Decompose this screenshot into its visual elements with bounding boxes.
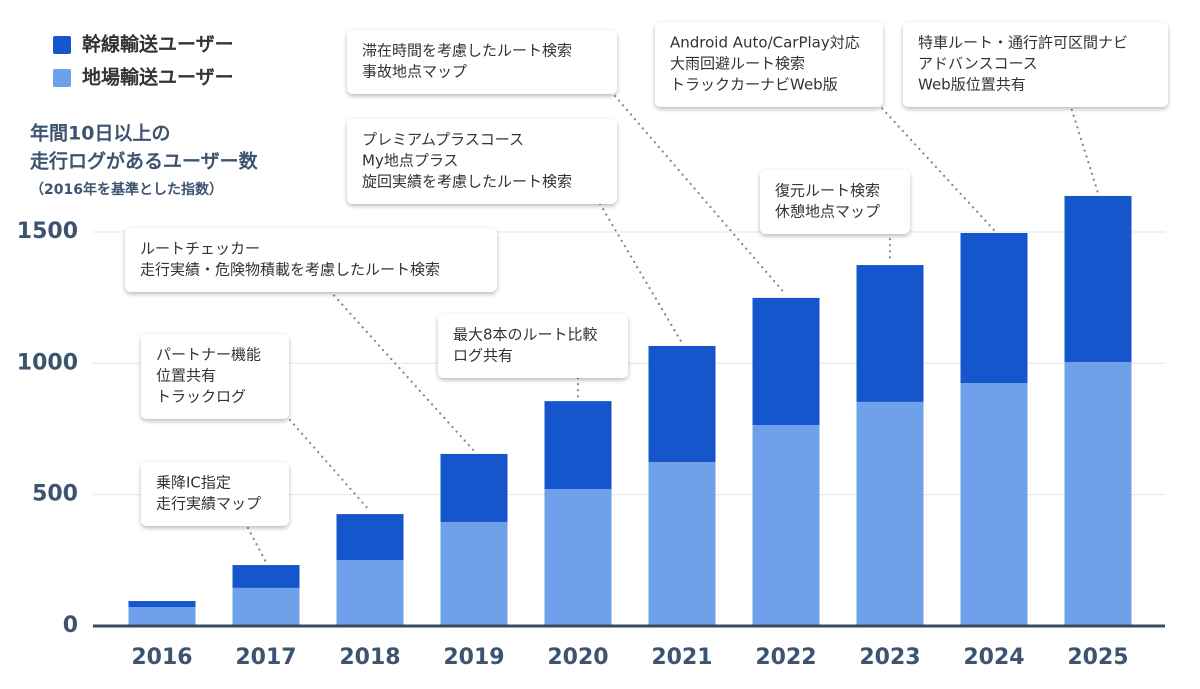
bar-segment <box>440 453 508 522</box>
annotation-box <box>347 30 617 94</box>
x-tick-label: 2025 <box>1067 645 1128 670</box>
bar-segment <box>544 489 612 626</box>
bar-segment <box>960 382 1028 626</box>
annotation-text: 旋回実績を考慮したルート検索 <box>362 173 572 191</box>
bar-segment <box>1064 361 1132 626</box>
annotation-text: 復元ルート検索 <box>775 182 880 200</box>
x-tick-label: 2024 <box>963 645 1024 670</box>
annotation-box <box>141 462 289 526</box>
x-tick-label: 2019 <box>443 645 504 670</box>
annotation-text: ログ共有 <box>453 347 513 365</box>
x-tick-label: 2023 <box>859 645 920 670</box>
annotation-box <box>655 22 883 107</box>
bar-segment <box>960 232 1028 383</box>
annotation-text: プレミアムプラスコース <box>362 131 524 149</box>
bar-segment <box>336 560 404 626</box>
bar-segment <box>752 297 820 426</box>
annotation-text: トラックログ <box>156 388 246 406</box>
annotation-text: 乗降IC指定 <box>156 474 231 492</box>
x-tick-label: 2018 <box>339 645 400 670</box>
annotation-leader <box>246 526 268 564</box>
legend-swatch <box>53 69 71 87</box>
annotation-leader <box>1068 102 1100 195</box>
annotation-leader <box>598 202 684 345</box>
x-tick-label: 2020 <box>547 645 608 670</box>
bar-segment <box>856 401 924 626</box>
annotation-box <box>903 22 1168 107</box>
annotation-box <box>347 119 617 204</box>
y-axis-label: 走行ログがあるユーザー数 <box>30 150 259 173</box>
bar-segment <box>648 462 716 626</box>
bar-segment <box>336 514 404 561</box>
y-tick-label: 0 <box>63 613 78 638</box>
y-axis-note: （2016年を基準とした指数） <box>30 181 223 198</box>
annotation-text: My地点プラス <box>362 152 459 170</box>
annotation-text: 大雨回避ルート検索 <box>670 55 805 73</box>
annotation-leader <box>288 418 372 513</box>
x-tick-label: 2022 <box>755 645 816 670</box>
y-axis-label: 年間10日以上の <box>30 122 170 145</box>
bar-segment <box>232 565 300 588</box>
annotation-text: 位置共有 <box>156 367 216 385</box>
annotation-box <box>141 334 289 419</box>
bar-segment <box>128 607 196 626</box>
annotation-text: パートナー機能 <box>156 346 261 364</box>
annotation-text: 走行実績マップ <box>156 495 261 513</box>
annotation-leader <box>876 102 996 232</box>
annotation-text: トラックカーナビWeb版 <box>670 76 838 94</box>
bar-segment <box>1064 195 1132 362</box>
annotation-box <box>438 314 628 378</box>
annotation-text: 最大8本のルート比較 <box>453 326 598 344</box>
annotation-text: Web版位置共有 <box>918 76 1026 94</box>
annotation-text: アドバンスコース <box>918 55 1038 73</box>
y-tick-label: 500 <box>32 482 78 507</box>
y-tick-label: 1000 <box>17 350 78 375</box>
y-tick-label: 1500 <box>17 219 78 244</box>
annotation-box <box>760 170 910 234</box>
bar-segment <box>232 587 300 626</box>
annotation-text: 滞在時間を考慮したルート検索 <box>362 42 572 60</box>
x-tick-label: 2016 <box>131 645 192 670</box>
legend-label: 地場輸送ユーザー <box>82 66 234 89</box>
legend-label: 幹線輸送ユーザー <box>82 33 234 56</box>
annotation-box <box>125 228 497 292</box>
x-tick-label: 2021 <box>651 645 712 670</box>
bar-segment <box>752 425 820 626</box>
annotation-text: 事故地点マップ <box>362 63 467 81</box>
bar-segment <box>648 345 716 463</box>
bar-segment <box>544 401 612 490</box>
annotation-text: 走行実績・危険物積載を考慮したルート検索 <box>140 261 440 279</box>
bar-segment <box>440 521 508 626</box>
annotation-leader <box>613 94 788 296</box>
bar-segment <box>128 601 196 608</box>
annotation-text: ルートチェッカー <box>140 240 260 258</box>
x-tick-label: 2017 <box>235 645 296 670</box>
annotation-text: Android Auto/CarPlay対応 <box>670 34 860 52</box>
annotation-leader <box>328 289 476 453</box>
legend-swatch <box>53 36 71 54</box>
annotation-text: 特車ルート・通行許可区間ナビ <box>918 34 1128 52</box>
annotation-text: 休憩地点マップ <box>775 203 880 221</box>
bar-segment <box>856 265 924 402</box>
